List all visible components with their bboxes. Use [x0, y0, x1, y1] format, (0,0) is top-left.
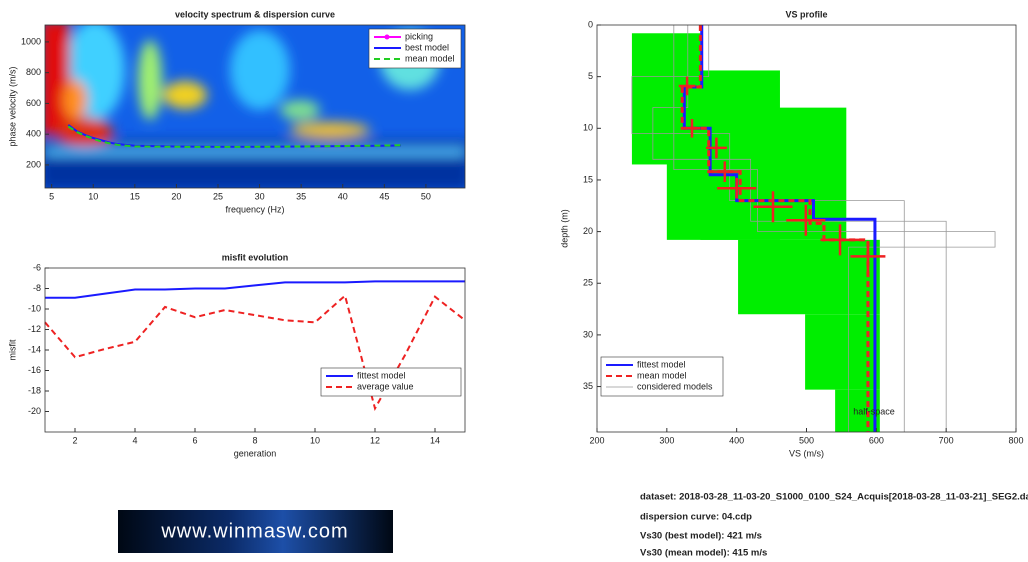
- x-tick-label: 2: [72, 435, 77, 445]
- y-tick-label: 1000: [21, 36, 41, 46]
- y-tick-label: -12: [28, 324, 41, 334]
- x-tick-label: 300: [659, 435, 674, 445]
- chart-title: VS profile: [785, 9, 827, 19]
- profile-line: [680, 25, 870, 432]
- x-tick-label: 25: [213, 191, 223, 201]
- chart-title: velocity spectrum & dispersion curve: [175, 9, 335, 19]
- x-tick-label: 15: [130, 191, 140, 201]
- model-range: [738, 239, 880, 315]
- y-tick-label: 20: [583, 226, 593, 236]
- y-tick-label: -10: [28, 303, 41, 313]
- x-tick-label: 8: [252, 435, 257, 445]
- logo-text: www.winmasw.com: [160, 520, 348, 542]
- legend-label: fittest model: [637, 359, 686, 369]
- series-line: [67, 125, 401, 148]
- x-tick-label: 10: [88, 191, 98, 201]
- legend-label: fittest model: [357, 370, 406, 380]
- legend-label: best model: [405, 42, 449, 52]
- info-line: Vs30 (mean model): 415 m/s: [640, 548, 767, 559]
- series-line: [45, 280, 465, 299]
- chart-title: misfit evolution: [222, 252, 289, 262]
- x-tick-label: 800: [1008, 435, 1023, 445]
- x-tick-label: 20: [171, 191, 181, 201]
- y-tick-label: -8: [33, 283, 41, 293]
- x-tick-label: 12: [370, 435, 380, 445]
- model-range: [835, 389, 880, 432]
- y-tick-label: -20: [28, 406, 41, 416]
- y-tick-label: 800: [26, 67, 41, 77]
- annotation: half-space: [853, 406, 895, 416]
- x-tick-label: 40: [338, 191, 348, 201]
- y-tick-label: 0: [588, 19, 593, 29]
- y-tick-label: 35: [583, 381, 593, 391]
- info-line: dataset: 2018-03-28_11-03-20_S1000_0100_…: [640, 492, 1028, 503]
- x-tick-label: 50: [421, 191, 431, 201]
- y-tick-label: 200: [26, 159, 41, 169]
- y-tick-label: -6: [33, 262, 41, 272]
- axes-frame: [44, 24, 466, 189]
- x-tick-label: 14: [430, 435, 440, 445]
- y-tick-label: -18: [28, 385, 41, 395]
- x-tick-label: 400: [729, 435, 744, 445]
- y-tick-label: 30: [583, 329, 593, 339]
- x-axis-label: VS (m/s): [789, 448, 824, 458]
- legend-label: mean model: [637, 370, 687, 380]
- plot-area: [45, 268, 465, 432]
- x-tick-label: 5: [49, 191, 54, 201]
- y-tick-label: 600: [26, 98, 41, 108]
- logo: [118, 510, 393, 553]
- y-tick-label: 5: [588, 71, 593, 81]
- x-tick-label: 4: [132, 435, 137, 445]
- y-tick-label: -14: [28, 344, 41, 354]
- legend-marker: [384, 34, 390, 40]
- x-tick-label: 45: [379, 191, 389, 201]
- legend-box: [320, 367, 462, 397]
- y-axis-label: depth (m): [559, 209, 569, 248]
- x-axis-label: frequency (Hz): [225, 204, 284, 214]
- y-tick-label: 400: [26, 129, 41, 139]
- y-axis-label: misfit: [7, 339, 17, 360]
- y-tick-label: 25: [583, 278, 593, 288]
- x-tick-label: 6: [192, 435, 197, 445]
- x-axis-label: generation: [234, 448, 277, 458]
- y-tick-label: -16: [28, 365, 41, 375]
- x-tick-label: 35: [296, 191, 306, 201]
- x-tick-label: 500: [799, 435, 814, 445]
- x-tick-label: 200: [589, 435, 604, 445]
- legend-label: considered models: [637, 381, 713, 391]
- info-line: Vs30 (best model): 421 m/s: [640, 531, 762, 542]
- x-tick-label: 30: [255, 191, 265, 201]
- considered-model: [631, 25, 905, 432]
- y-tick-label: 15: [583, 174, 593, 184]
- legend-label: average value: [357, 381, 414, 391]
- y-axis-label: phase velocity (m/s): [7, 66, 17, 146]
- legend-label: mean model: [405, 53, 455, 63]
- legend-label: picking: [405, 31, 433, 41]
- x-tick-label: 600: [869, 435, 884, 445]
- x-tick-label: 10: [310, 435, 320, 445]
- info-line: dispersion curve: 04.cdp: [640, 512, 752, 523]
- y-tick-label: 10: [583, 123, 593, 133]
- x-tick-label: 700: [939, 435, 954, 445]
